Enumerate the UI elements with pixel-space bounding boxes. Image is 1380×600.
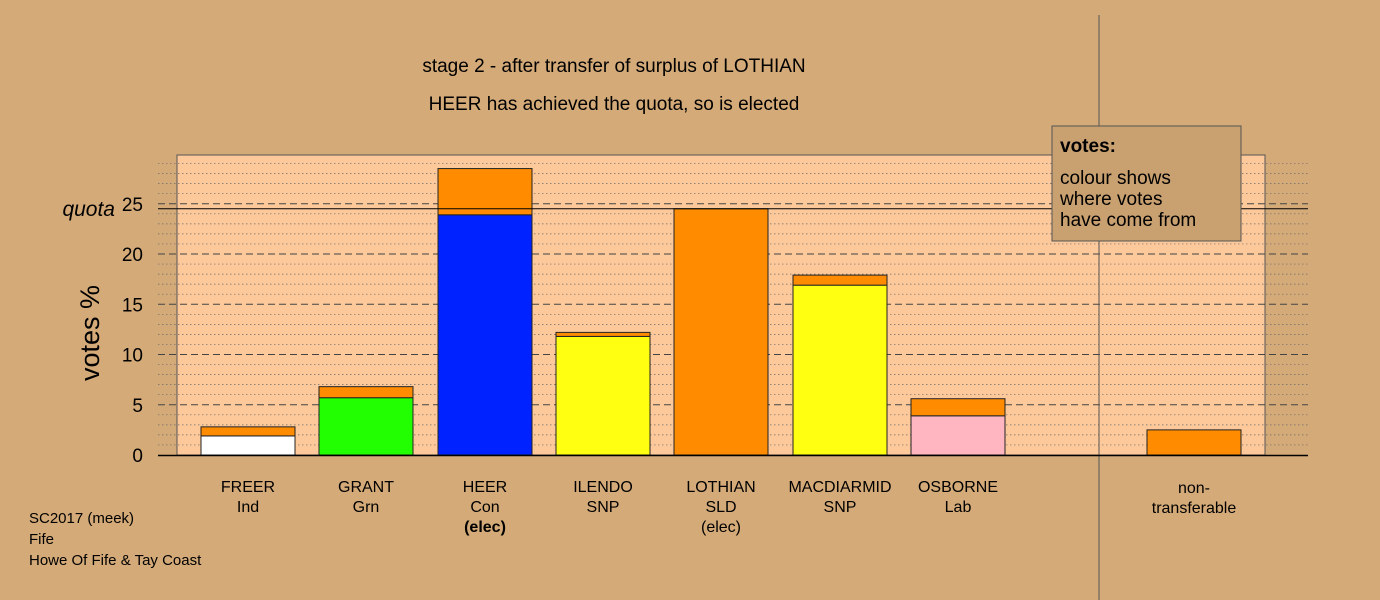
- x-label-name: FREER: [221, 479, 275, 496]
- bar-transfer-freer: [200, 426, 296, 437]
- x-label-name: MACDIARMID: [788, 479, 891, 496]
- bar-base-macdiarmid: [792, 284, 888, 456]
- x-label-name: OSBORNE: [918, 479, 998, 496]
- footer: SC2017 (meek) Fife Howe Of Fife & Tay Co…: [29, 508, 201, 571]
- bars: [200, 168, 1242, 456]
- y-tick-label: 15: [122, 295, 143, 316]
- bar-base-ilendo: [555, 335, 651, 456]
- legend-line-2: where votes: [1059, 189, 1162, 210]
- x-label-name: non-: [1178, 480, 1210, 497]
- bar-base-heer: [437, 214, 533, 456]
- bar-transfer-ilendo: [555, 331, 651, 337]
- x-label-party: transferable: [1152, 500, 1237, 517]
- x-label-party: SNP: [587, 499, 620, 516]
- bar-base-non: [1146, 429, 1242, 456]
- y-tick-label: 10: [122, 346, 143, 367]
- y-axis: 0 5 10 15 20 25: [122, 195, 143, 467]
- y-tick-label: 25: [122, 195, 143, 216]
- quota-label: quota: [62, 198, 115, 221]
- x-label-name: LOTHIAN: [686, 479, 755, 496]
- chart-subtitle: HEER has achieved the quota, so is elect…: [429, 94, 800, 115]
- legend-line-1: colour shows: [1060, 168, 1171, 189]
- x-label-party: SNP: [824, 499, 857, 516]
- x-label-party: SLD: [705, 499, 736, 516]
- bar-transfer-grant: [318, 386, 414, 399]
- x-label-party: Con: [470, 499, 499, 516]
- bar-transfer-heer: [437, 168, 533, 216]
- legend-title: votes:: [1060, 136, 1116, 157]
- y-tick-label: 20: [122, 245, 143, 266]
- x-label-party: Ind: [237, 499, 259, 516]
- x-label-party: Grn: [353, 499, 380, 516]
- y-tick-label: 5: [132, 396, 143, 417]
- bar-transfer-macdiarmid: [792, 274, 888, 286]
- legend: votes: colour shows where votes have com…: [1051, 125, 1242, 242]
- bar-base-grant: [318, 397, 414, 456]
- x-label-status: (elec): [464, 519, 506, 536]
- x-label-status: (elec): [701, 519, 741, 536]
- bar-base-osborne: [910, 415, 1006, 456]
- x-tick-labels: FREER Ind GRANT Grn HEER Con (elec) ILENDO SNP LO…: [221, 479, 1236, 536]
- x-label-party: Lab: [945, 499, 972, 516]
- legend-box: [1051, 125, 1242, 242]
- legend-line-3: have come from: [1060, 210, 1196, 231]
- y-tick-label: 0: [132, 446, 143, 467]
- footer-line-council: Fife: [29, 531, 55, 548]
- bar-transfer-osborne: [910, 398, 1006, 417]
- footer-line-ward: Howe Of Fife & Tay Coast: [29, 552, 202, 569]
- y-axis-label: votes %: [75, 285, 105, 381]
- bar-base-lothian: [673, 208, 769, 456]
- x-label-name: HEER: [463, 479, 507, 496]
- x-label-name: ILENDO: [573, 479, 633, 496]
- footer-line-election: SC2017 (meek): [29, 510, 135, 527]
- bar-base-freer: [200, 435, 296, 456]
- chart-title: stage 2 - after transfer of surplus of L…: [422, 56, 805, 77]
- x-label-name: GRANT: [338, 479, 394, 496]
